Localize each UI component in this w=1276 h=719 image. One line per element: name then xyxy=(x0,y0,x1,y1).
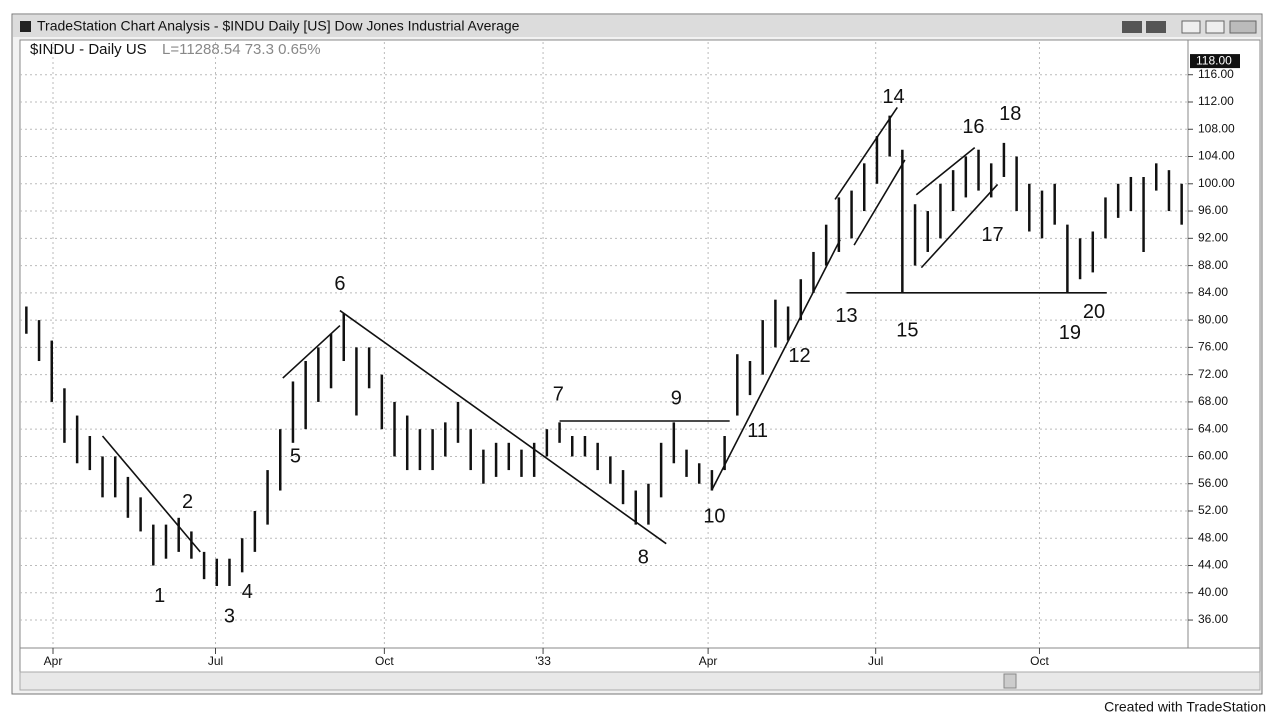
x-tick-label: Oct xyxy=(1030,654,1049,668)
wave-label: 20 xyxy=(1083,301,1105,323)
close-button[interactable] xyxy=(1229,20,1257,34)
wave-label: 14 xyxy=(882,86,904,108)
y-tick-label: 100.00 xyxy=(1198,176,1235,190)
y-tick-label: 64.00 xyxy=(1198,421,1228,435)
wave-label: 12 xyxy=(788,345,810,367)
y-tick-label: 96.00 xyxy=(1198,203,1228,217)
chart-title: $INDU - Daily US xyxy=(30,41,147,58)
y-tick-label: 36.00 xyxy=(1198,612,1228,626)
trendline xyxy=(711,239,841,491)
wave-label: 9 xyxy=(671,387,682,409)
chart-subtitle: L=11288.54 73.3 0.65% xyxy=(162,41,321,58)
trendline xyxy=(101,435,201,553)
y-tick-label: 92.00 xyxy=(1198,230,1228,244)
y-tick-label: 76.00 xyxy=(1198,340,1228,354)
tool-button[interactable] xyxy=(1122,21,1142,33)
time-axis xyxy=(19,647,1261,673)
x-tick-label: Jul xyxy=(868,654,883,668)
wave-label: 11 xyxy=(747,420,768,442)
y-tick-label: 112.00 xyxy=(1198,94,1234,108)
y-tick-label: 56.00 xyxy=(1198,476,1228,490)
plot-area xyxy=(19,39,1189,649)
y-tick-label: 104.00 xyxy=(1198,149,1235,163)
wave-label: 3 xyxy=(224,606,235,628)
window-title: TradeStation Chart Analysis - $INDU Dail… xyxy=(37,18,520,34)
wave-label: 10 xyxy=(703,505,725,527)
wave-label: 15 xyxy=(896,319,918,341)
x-tick-label: Jul xyxy=(208,654,223,668)
y-tick-label: 52.00 xyxy=(1198,503,1228,517)
y-tick-label: 84.00 xyxy=(1198,285,1228,299)
y-tick-label: 108.00 xyxy=(1198,121,1235,135)
wave-label: 6 xyxy=(334,273,345,295)
wave-label: 19 xyxy=(1059,322,1081,344)
trendline xyxy=(920,183,999,269)
x-tick-label: Apr xyxy=(699,654,718,668)
y-tick-label: 88.00 xyxy=(1198,258,1228,272)
wave-label: 8 xyxy=(638,546,649,568)
y-tick-label: 44.00 xyxy=(1198,558,1228,572)
tool-button[interactable] xyxy=(1146,21,1166,33)
trendline xyxy=(915,147,976,196)
wave-label: 5 xyxy=(290,445,301,467)
x-tick-label: '33 xyxy=(535,654,551,668)
maximize-button[interactable] xyxy=(1205,20,1225,34)
y-tick-label: 40.00 xyxy=(1198,585,1228,599)
y-tick-label: 48.00 xyxy=(1198,530,1228,544)
footer: Created with TradeStation xyxy=(1104,699,1266,714)
trendline xyxy=(339,309,667,545)
minimize-button[interactable] xyxy=(1181,20,1201,34)
trendline xyxy=(853,159,906,246)
scrollbar[interactable] xyxy=(19,671,1261,691)
wave-label: 1 xyxy=(154,585,165,607)
wave-label: 17 xyxy=(981,224,1003,246)
trendline xyxy=(834,106,898,200)
wave-label: 2 xyxy=(182,491,193,513)
last-price-label: 118.00 xyxy=(1196,53,1232,67)
wave-label: 7 xyxy=(553,383,564,405)
last-price-box xyxy=(1190,54,1240,69)
trendline xyxy=(282,324,341,379)
x-tick-label: Oct xyxy=(375,654,394,668)
app-icon xyxy=(20,21,31,32)
y-tick-label: 72.00 xyxy=(1198,367,1228,381)
wave-label: 13 xyxy=(835,305,857,327)
wave-label: 4 xyxy=(242,581,253,603)
title-bar xyxy=(13,15,1261,37)
y-tick-label: 68.00 xyxy=(1198,394,1228,408)
y-tick-label: 60.00 xyxy=(1198,449,1228,463)
y-tick-label: 116.00 xyxy=(1198,67,1234,81)
y-tick-label: 80.00 xyxy=(1198,312,1228,326)
scroll-thumb[interactable] xyxy=(1003,673,1017,689)
wave-label: 18 xyxy=(999,103,1021,125)
x-tick-label: Apr xyxy=(44,654,63,668)
wave-label: 16 xyxy=(962,116,984,138)
